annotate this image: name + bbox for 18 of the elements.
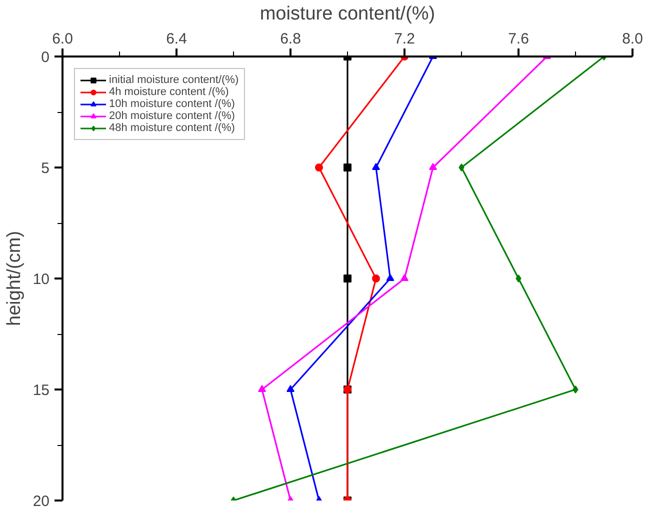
x-tick-label: 6.0 <box>52 30 73 48</box>
y-axis-title: height/(cm) <box>4 230 25 326</box>
legend-label: 10h moisture content /(%) <box>109 98 235 110</box>
y-tick-label: 0 <box>41 49 50 66</box>
x-tick-label: 6.8 <box>280 30 301 48</box>
legend-label: 48h moisture content /(%) <box>109 122 235 134</box>
x-tick-label: 6.4 <box>166 30 187 48</box>
legend-label: 4h moisture content /(%) <box>109 86 229 98</box>
y-tick-label: 5 <box>41 160 50 177</box>
y-tick-label: 15 <box>32 382 50 399</box>
legend-label: 20h moisture content /(%) <box>109 110 235 122</box>
x-tick-label: 7.6 <box>508 30 529 48</box>
y-tick-label: 10 <box>32 271 50 288</box>
x-tick-label: 7.2 <box>394 30 415 48</box>
x-axis-title: moisture content/(%) <box>260 4 436 24</box>
x-tick-label: 8.0 <box>622 30 643 48</box>
legend-label: initial moisture content/(%) <box>109 74 239 86</box>
y-tick-label: 20 <box>32 493 50 510</box>
